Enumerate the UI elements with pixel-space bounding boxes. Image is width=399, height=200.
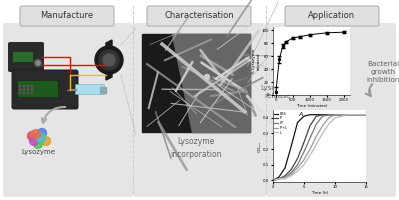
IP (339, 113, 344, 116)
Circle shape (36, 134, 45, 142)
IP+L (364, 113, 369, 116)
Circle shape (30, 136, 38, 146)
L (289, 175, 294, 177)
LP (358, 113, 362, 116)
Legend: PBS, IP, LP, IP+L, L: PBS, IP, LP, IP+L, L (274, 112, 287, 135)
Circle shape (19, 92, 21, 94)
PBS (314, 113, 319, 116)
Line: IP: IP (273, 115, 366, 180)
IP (270, 179, 275, 182)
IP+L (301, 159, 306, 161)
Circle shape (95, 46, 123, 74)
Circle shape (19, 89, 21, 90)
FancyBboxPatch shape (133, 23, 266, 197)
LP (339, 113, 344, 116)
Text: Lysozyme: Lysozyme (21, 149, 55, 155)
Polygon shape (106, 40, 112, 80)
Circle shape (23, 89, 25, 90)
IP+L (352, 113, 356, 116)
PBS (352, 113, 356, 116)
IP (333, 113, 338, 116)
Circle shape (99, 50, 119, 70)
Circle shape (23, 85, 25, 87)
IP+L (289, 173, 294, 175)
IP (289, 168, 294, 171)
Circle shape (205, 74, 209, 79)
IP+L (358, 113, 362, 116)
Circle shape (27, 89, 29, 90)
PBS (282, 167, 287, 169)
IP+L (295, 167, 300, 169)
Circle shape (19, 85, 21, 87)
IP (282, 175, 287, 177)
L (352, 113, 356, 116)
L (364, 113, 369, 116)
Circle shape (34, 140, 43, 148)
Bar (100, 86, 106, 92)
Text: A: A (299, 112, 303, 117)
PBS (358, 113, 362, 116)
Circle shape (38, 129, 47, 138)
L (333, 117, 338, 119)
X-axis label: Time (h): Time (h) (311, 191, 328, 195)
LP (320, 115, 325, 117)
IP (301, 142, 306, 144)
PBS (364, 113, 369, 116)
FancyBboxPatch shape (147, 6, 251, 26)
IP (320, 113, 325, 116)
FancyBboxPatch shape (20, 6, 114, 26)
IP+L (314, 135, 319, 138)
IP+L (326, 117, 331, 119)
Line: IP+L: IP+L (273, 115, 366, 180)
IP (308, 124, 312, 127)
PBS (308, 113, 312, 116)
IP+L (270, 179, 275, 182)
FancyBboxPatch shape (3, 23, 133, 197)
IP (364, 113, 369, 116)
LP (282, 176, 287, 179)
LP (308, 137, 312, 139)
PBS (277, 176, 281, 179)
Y-axis label: % Lysozyme
released: % Lysozyme released (251, 48, 260, 74)
IP+L (320, 124, 325, 127)
Circle shape (34, 60, 41, 66)
L (358, 113, 362, 116)
LP (333, 113, 338, 116)
L (345, 113, 350, 116)
Text: Manufacture: Manufacture (40, 11, 93, 21)
Circle shape (41, 136, 51, 146)
Circle shape (31, 92, 33, 94)
Circle shape (27, 85, 29, 87)
Line: LP: LP (273, 115, 366, 180)
IP+L (333, 113, 338, 116)
Circle shape (28, 132, 36, 140)
Text: Lysozyme
incorporation: Lysozyme incorporation (170, 137, 222, 159)
FancyBboxPatch shape (285, 6, 379, 26)
IP+L (277, 178, 281, 180)
IP+L (345, 113, 350, 116)
PBS (345, 113, 350, 116)
Text: Bacterial
growth
inhibition: Bacterial growth inhibition (366, 60, 399, 84)
Line: PBS: PBS (273, 115, 366, 180)
LP (326, 113, 331, 116)
PBS (270, 179, 275, 182)
FancyBboxPatch shape (12, 70, 78, 109)
IP (277, 178, 281, 180)
IP (352, 113, 356, 116)
L (277, 178, 281, 180)
Text: Characterisation: Characterisation (164, 11, 234, 21)
Bar (142, 34, 250, 132)
PBS (295, 121, 300, 124)
LP (301, 151, 306, 153)
LP (270, 179, 275, 182)
FancyBboxPatch shape (12, 51, 34, 62)
Line: L: L (273, 115, 366, 180)
Circle shape (31, 89, 33, 90)
LP (352, 113, 356, 116)
Circle shape (32, 130, 41, 138)
LP (314, 123, 319, 125)
PBS (301, 115, 306, 117)
X-axis label: Time (minutes): Time (minutes) (296, 104, 327, 108)
LP (277, 178, 281, 180)
